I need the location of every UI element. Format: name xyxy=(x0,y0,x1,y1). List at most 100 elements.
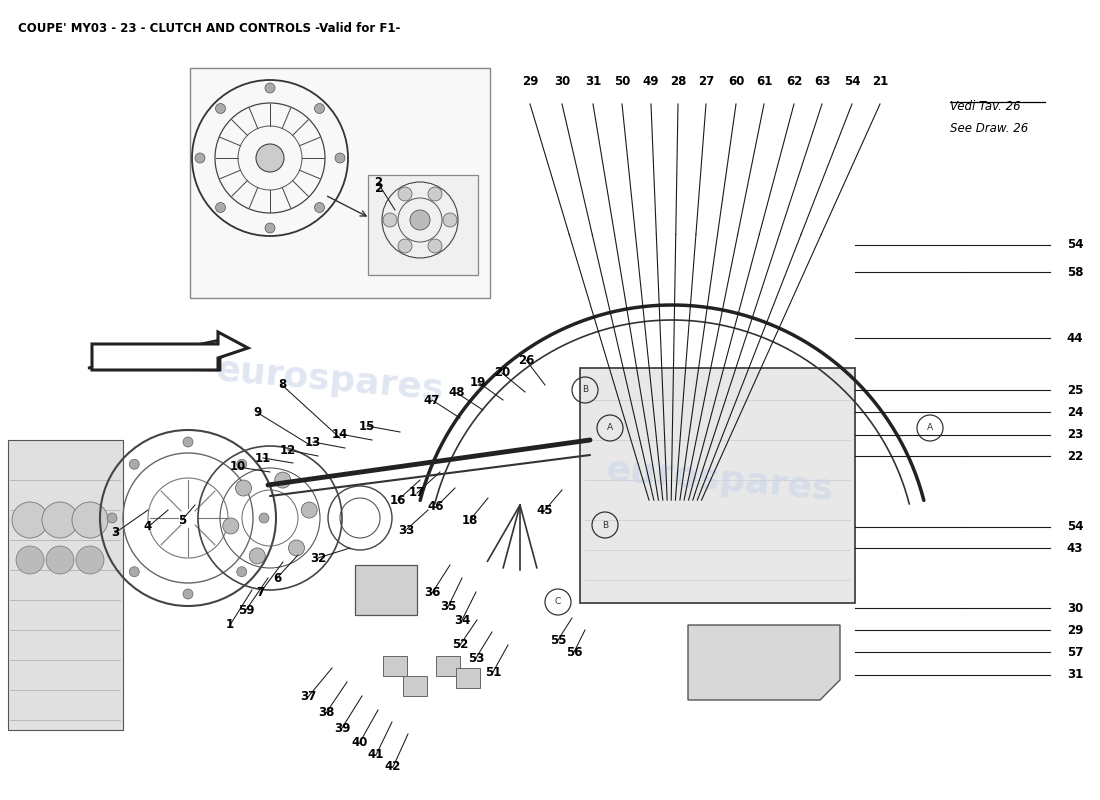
Text: 29: 29 xyxy=(1067,623,1084,637)
Circle shape xyxy=(183,589,192,599)
Text: 46: 46 xyxy=(428,501,444,514)
Text: 31: 31 xyxy=(1067,669,1084,682)
Text: 49: 49 xyxy=(642,75,659,88)
Text: 42: 42 xyxy=(385,761,402,774)
Circle shape xyxy=(410,210,430,230)
Text: 16: 16 xyxy=(389,494,406,506)
Text: A: A xyxy=(607,423,613,433)
Text: 51: 51 xyxy=(485,666,502,678)
Text: 1: 1 xyxy=(226,618,234,631)
Circle shape xyxy=(195,153,205,163)
Circle shape xyxy=(12,502,48,538)
Text: 26: 26 xyxy=(518,354,535,366)
Text: 27: 27 xyxy=(697,75,714,88)
FancyBboxPatch shape xyxy=(8,440,123,730)
Text: 11: 11 xyxy=(255,451,271,465)
Text: 23: 23 xyxy=(1067,429,1084,442)
Text: 45: 45 xyxy=(537,503,553,517)
Text: 30: 30 xyxy=(1067,602,1084,614)
FancyBboxPatch shape xyxy=(456,668,480,688)
Circle shape xyxy=(250,548,265,564)
Text: 47: 47 xyxy=(424,394,440,406)
Text: 2: 2 xyxy=(375,182,384,195)
Text: 31: 31 xyxy=(585,75,601,88)
Text: 33: 33 xyxy=(398,523,414,537)
Text: B: B xyxy=(582,386,588,394)
Text: 5: 5 xyxy=(178,514,186,526)
Text: See Draw. 26: See Draw. 26 xyxy=(950,122,1028,135)
Text: eurospares: eurospares xyxy=(214,353,446,407)
Text: 54: 54 xyxy=(1067,521,1084,534)
Circle shape xyxy=(398,187,412,201)
Text: 17: 17 xyxy=(409,486,425,499)
Text: 52: 52 xyxy=(452,638,469,651)
Text: 55: 55 xyxy=(550,634,566,646)
Text: 43: 43 xyxy=(1067,542,1084,554)
Circle shape xyxy=(315,103,324,114)
Text: 9: 9 xyxy=(254,406,262,419)
Circle shape xyxy=(258,513,270,523)
Circle shape xyxy=(223,518,239,534)
Text: 48: 48 xyxy=(449,386,465,399)
Text: 37: 37 xyxy=(300,690,316,703)
Text: 28: 28 xyxy=(670,75,686,88)
Text: 30: 30 xyxy=(554,75,570,88)
Circle shape xyxy=(235,480,252,496)
Text: 29: 29 xyxy=(521,75,538,88)
Text: C: C xyxy=(554,598,561,606)
Text: 13: 13 xyxy=(305,435,321,449)
FancyBboxPatch shape xyxy=(383,656,407,676)
Circle shape xyxy=(72,502,108,538)
Text: 12: 12 xyxy=(279,443,296,457)
Circle shape xyxy=(236,566,246,577)
Circle shape xyxy=(428,239,442,253)
Text: 32: 32 xyxy=(310,551,326,565)
Text: 63: 63 xyxy=(814,75,830,88)
Text: 6: 6 xyxy=(273,571,282,585)
Text: 25: 25 xyxy=(1067,383,1084,397)
Circle shape xyxy=(256,144,284,172)
Text: 24: 24 xyxy=(1067,406,1084,418)
Text: 57: 57 xyxy=(1067,646,1084,658)
Circle shape xyxy=(398,239,412,253)
Text: 36: 36 xyxy=(424,586,440,599)
Text: 22: 22 xyxy=(1067,450,1084,462)
Text: 21: 21 xyxy=(872,75,888,88)
Circle shape xyxy=(46,546,74,574)
Text: 56: 56 xyxy=(565,646,582,658)
Text: 20: 20 xyxy=(494,366,510,379)
FancyBboxPatch shape xyxy=(368,175,478,275)
FancyBboxPatch shape xyxy=(190,68,490,298)
Text: 41: 41 xyxy=(367,749,384,762)
Circle shape xyxy=(183,437,192,447)
Circle shape xyxy=(76,546,104,574)
Text: 19: 19 xyxy=(470,375,486,389)
Text: 53: 53 xyxy=(468,651,484,665)
FancyBboxPatch shape xyxy=(403,676,427,696)
Text: 3: 3 xyxy=(111,526,119,539)
Text: 35: 35 xyxy=(440,601,456,614)
FancyBboxPatch shape xyxy=(580,368,855,603)
Circle shape xyxy=(275,472,290,488)
Text: 2: 2 xyxy=(374,177,382,190)
Circle shape xyxy=(288,540,305,556)
Text: Vedi Tav. 26: Vedi Tav. 26 xyxy=(950,100,1021,113)
Circle shape xyxy=(236,459,246,470)
Text: 7: 7 xyxy=(256,586,264,599)
Text: 54: 54 xyxy=(844,75,860,88)
Text: 10: 10 xyxy=(230,461,246,474)
Text: eurospares: eurospares xyxy=(605,453,835,507)
Circle shape xyxy=(265,83,275,93)
Text: 60: 60 xyxy=(728,75,745,88)
Text: 34: 34 xyxy=(454,614,470,626)
Circle shape xyxy=(383,213,397,227)
Circle shape xyxy=(130,459,140,470)
Polygon shape xyxy=(688,625,840,700)
Text: 50: 50 xyxy=(614,75,630,88)
Text: 15: 15 xyxy=(359,419,375,433)
Circle shape xyxy=(216,103,225,114)
Circle shape xyxy=(336,153,345,163)
Text: 18: 18 xyxy=(462,514,478,526)
Text: COUPE' MY03 - 23 - CLUTCH AND CONTROLS -Valid for F1-: COUPE' MY03 - 23 - CLUTCH AND CONTROLS -… xyxy=(18,22,400,35)
Text: 40: 40 xyxy=(352,735,368,749)
